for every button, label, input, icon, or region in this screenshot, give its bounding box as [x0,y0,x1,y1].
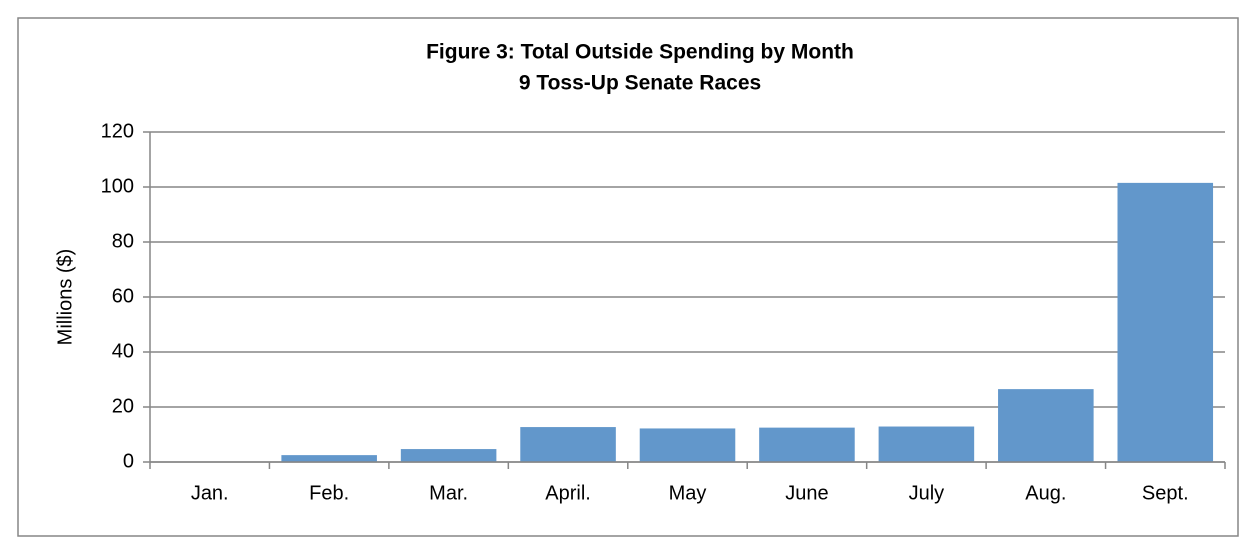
bar [878,426,975,462]
x-tick-label: Feb. [309,482,349,504]
y-tick-label: 120 [101,120,134,142]
x-tick-label: May [669,482,707,504]
y-tick-label: 40 [112,340,134,362]
y-tick-label: 60 [112,285,134,307]
bar [759,427,855,462]
bar [520,427,616,462]
chart-title: Figure 3: Total Outside Spending by Mont… [426,41,854,64]
chart-subtitle: 9 Toss-Up Senate Races [519,72,761,95]
x-tick-label: April. [545,482,591,504]
bar [1117,182,1214,462]
bar [998,389,1094,462]
y-tick-label: 0 [123,450,134,472]
y-axis-label: Millions ($) [54,249,76,346]
x-tick-label: Jan. [191,482,229,504]
y-tick-label: 80 [112,230,134,252]
bar [281,455,377,462]
bar [400,449,497,462]
x-tick-label: July [909,482,945,504]
bar [639,428,736,462]
x-tick-label: Mar. [429,482,468,504]
y-tick-label: 20 [112,395,134,417]
x-tick-label: Sept. [1142,482,1189,504]
x-tick-label: June [785,482,828,504]
x-tick-label: Aug. [1025,482,1066,504]
y-tick-label: 100 [101,175,134,197]
